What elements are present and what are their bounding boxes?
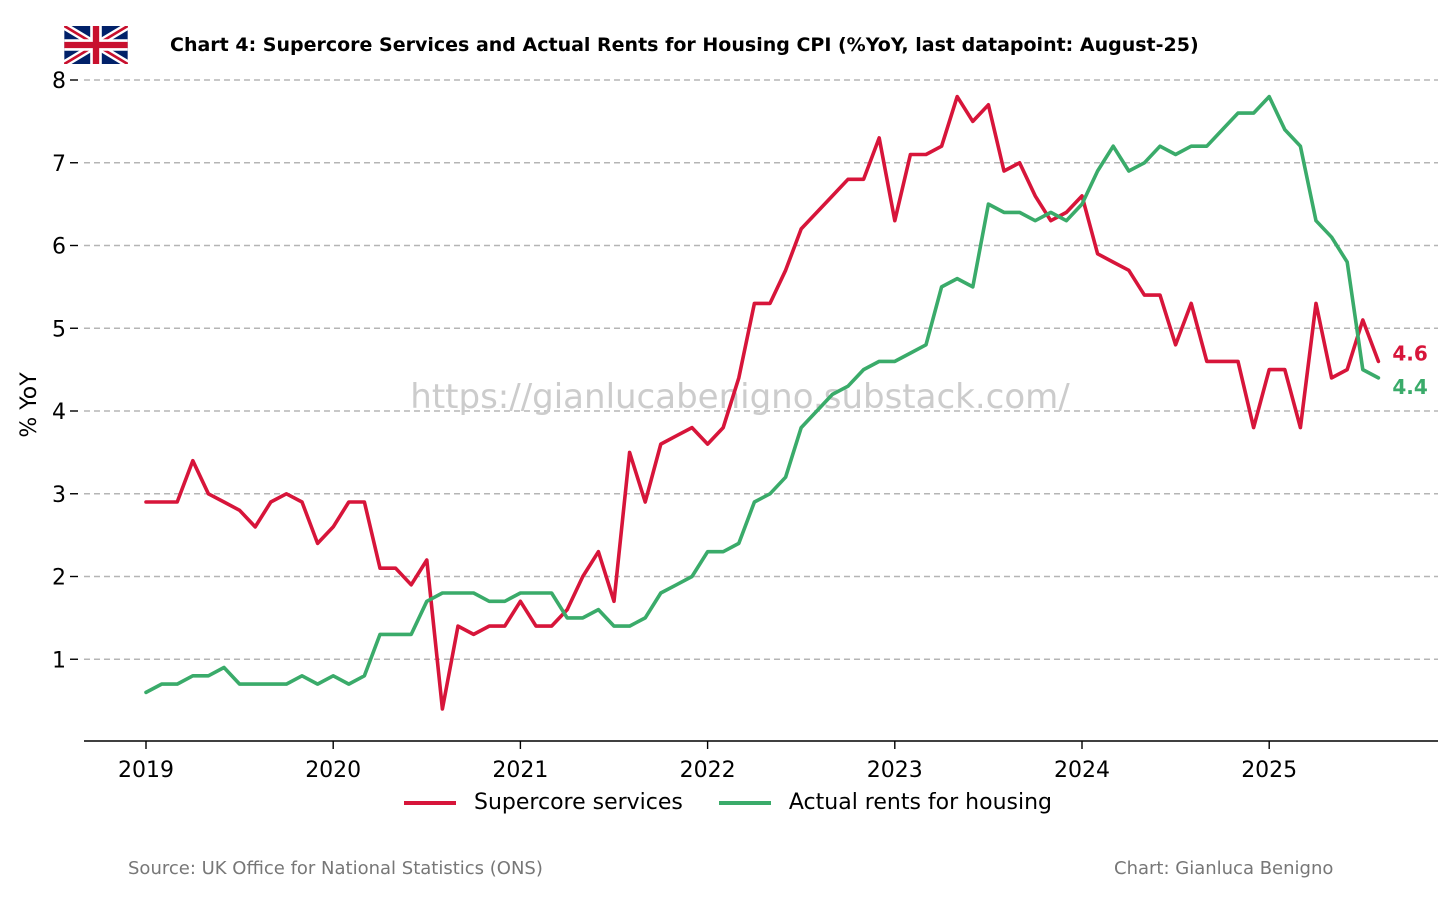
legend-item-supercore: Supercore services (404, 790, 683, 815)
x-tick-label: 2020 (305, 758, 361, 783)
chart-credit: Chart: Gianluca Benigno (1114, 858, 1334, 879)
series-end-label-1: 4.4 (1392, 375, 1427, 399)
series-line-0 (144, 94, 1381, 711)
y-tick-label: 7 (52, 152, 66, 177)
legend-swatch-rents (718, 800, 771, 805)
x-tick-label: 2025 (1241, 758, 1297, 783)
y-tick-label: 4 (52, 400, 66, 425)
x-axis: 2019 2020 2021 2022 2023 2024 2025 (84, 740, 1438, 783)
y-tick-label: 2 (52, 566, 66, 591)
legend-label-rents: Actual rents for housing (788, 790, 1052, 815)
x-tick-label: 2024 (1054, 758, 1110, 783)
y-tick-label: 1 (52, 648, 66, 673)
watermark: https://gianlucabenigno.substack.com/ (410, 377, 1070, 417)
legend-item-rents: Actual rents for housing (718, 790, 1052, 815)
series-line-1 (144, 94, 1381, 695)
uk-flag-icon (62, 22, 130, 68)
y-tick-label: 5 (52, 317, 66, 342)
y-tick-label: 8 (52, 69, 66, 94)
series-end-label-0: 4.6 (1392, 341, 1427, 365)
legend-swatch-supercore (404, 800, 456, 805)
series-group: 4.64.4 (144, 94, 1428, 711)
chart-title: Chart 4: Supercore Services and Actual R… (170, 34, 1199, 56)
x-tick-label: 2022 (680, 758, 736, 783)
legend-label-supercore: Supercore services (474, 790, 683, 815)
x-tick-label: 2021 (492, 758, 548, 783)
x-tick-label: 2019 (118, 758, 174, 783)
y-axis: 1 2 3 4 5 6 7 8 (52, 69, 78, 673)
x-tick-label: 2023 (867, 758, 923, 783)
grid-lines (84, 79, 1438, 660)
y-axis-label: % YoY (17, 372, 42, 438)
y-tick-label: 3 (52, 483, 66, 508)
y-tick-label: 6 (52, 235, 66, 260)
legend: Supercore services Actual rents for hous… (0, 790, 1456, 815)
source-note: Source: UK Office for National Statistic… (128, 858, 543, 879)
